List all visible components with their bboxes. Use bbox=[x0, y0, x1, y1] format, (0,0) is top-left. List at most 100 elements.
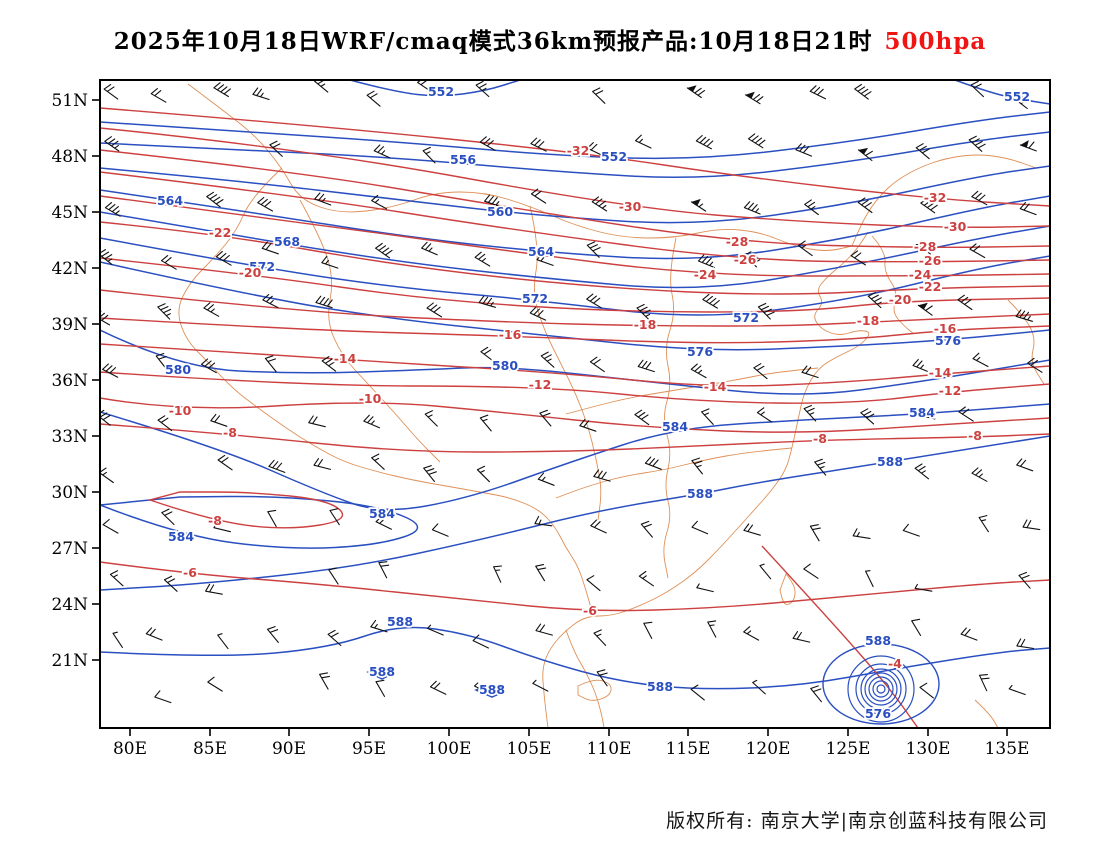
barb-staff bbox=[596, 669, 608, 687]
wind-barb bbox=[155, 352, 168, 370]
wind-barb bbox=[695, 134, 714, 150]
height-contour-label: 552 bbox=[428, 84, 454, 99]
wind-barb bbox=[421, 241, 438, 256]
wind-barb bbox=[206, 191, 224, 208]
wind-barb bbox=[371, 453, 385, 470]
barb-staff bbox=[697, 254, 715, 268]
wind-barb bbox=[371, 194, 388, 210]
height-contour-label: 588 bbox=[687, 486, 713, 501]
barb-staff bbox=[970, 80, 985, 98]
typhoon-symbol bbox=[822, 643, 940, 725]
temp-contour-label: -12 bbox=[939, 383, 962, 398]
barb-staff bbox=[702, 293, 720, 309]
wind-barb bbox=[100, 467, 114, 484]
barb-staff bbox=[163, 575, 178, 592]
temp-contour-label: -8 bbox=[223, 425, 237, 440]
outline-province-5 bbox=[565, 367, 819, 415]
barb-staff bbox=[540, 351, 555, 368]
wind-barb bbox=[479, 136, 496, 151]
wind-barb bbox=[217, 454, 233, 471]
barb-staff bbox=[591, 196, 608, 212]
temp-contour--14 bbox=[100, 343, 1050, 387]
wind-barb bbox=[968, 135, 986, 152]
wind-barb bbox=[1018, 571, 1031, 589]
outline-province-4 bbox=[555, 447, 793, 499]
wind-barb bbox=[203, 302, 220, 317]
wind-barb bbox=[852, 528, 871, 539]
wind-barb bbox=[697, 254, 715, 268]
wind-barb bbox=[797, 240, 813, 257]
wind-barb bbox=[915, 143, 930, 160]
wind-barb bbox=[917, 407, 936, 420]
wind-barb bbox=[157, 303, 172, 320]
barb-staff bbox=[104, 202, 121, 217]
wind-barb bbox=[103, 84, 119, 100]
wind-barb bbox=[696, 583, 714, 593]
lat-label: 27N bbox=[51, 539, 88, 559]
wind-barb bbox=[314, 192, 332, 206]
height-contour-588 bbox=[366, 666, 394, 680]
barb-staff bbox=[635, 134, 652, 149]
wind-barb bbox=[215, 251, 232, 266]
wind-barb bbox=[537, 472, 555, 486]
temp-contour-label: -6 bbox=[183, 565, 197, 580]
barb-staff bbox=[1013, 97, 1028, 110]
height-contour-label: 580 bbox=[492, 358, 518, 373]
barb-staff bbox=[426, 624, 444, 636]
temp-contour-label: -32 bbox=[924, 190, 947, 205]
barb-staff bbox=[852, 528, 871, 539]
wind-barb bbox=[160, 255, 177, 270]
wind-barb bbox=[867, 291, 882, 309]
barb-staff bbox=[535, 564, 547, 582]
barb-staff bbox=[902, 523, 920, 537]
wind-barb bbox=[865, 570, 874, 588]
wind-barb bbox=[109, 570, 124, 587]
barb-staff bbox=[958, 406, 974, 422]
wind-barb bbox=[472, 634, 489, 649]
outline-province-2 bbox=[529, 205, 602, 521]
barb-staff bbox=[593, 629, 607, 646]
barb-staff bbox=[915, 143, 930, 160]
height-contour-label: 580 bbox=[165, 362, 191, 377]
wind-barb bbox=[701, 408, 714, 425]
barb-staff bbox=[530, 137, 547, 152]
wind-barb bbox=[205, 583, 223, 595]
wind-barb bbox=[1016, 458, 1034, 472]
barb-staff bbox=[373, 144, 391, 159]
barb-staff bbox=[753, 363, 768, 380]
barb-staff bbox=[814, 458, 827, 476]
wind-barb bbox=[480, 346, 495, 363]
temp-contour--32 bbox=[100, 107, 1050, 207]
barb-staff bbox=[328, 567, 339, 585]
barb-staff bbox=[321, 255, 339, 269]
wind-barb bbox=[423, 465, 437, 482]
wind-barb bbox=[426, 624, 444, 636]
barb-staff bbox=[795, 143, 813, 157]
wind-barb bbox=[532, 679, 549, 692]
barb-staff bbox=[1027, 357, 1043, 373]
wind-barb bbox=[958, 406, 974, 422]
wind-barb bbox=[593, 629, 607, 646]
wind-barb bbox=[313, 458, 332, 470]
wind-barb bbox=[586, 142, 604, 157]
wind-barb bbox=[590, 519, 607, 534]
barb-staff bbox=[314, 192, 332, 206]
barb-staff bbox=[475, 80, 490, 98]
barb-staff bbox=[104, 136, 120, 152]
barb-staff bbox=[329, 508, 340, 526]
barb-staff bbox=[426, 302, 443, 318]
lat-label: 51N bbox=[51, 91, 88, 111]
barb-staff bbox=[589, 356, 605, 373]
barb-staff bbox=[257, 196, 274, 212]
wind-barb bbox=[809, 524, 821, 542]
wind-barb bbox=[596, 669, 608, 687]
barb-staff bbox=[969, 243, 986, 259]
lon-label: 120E bbox=[746, 739, 791, 759]
wind-barb bbox=[529, 306, 547, 321]
height-contour-label: 568 bbox=[274, 234, 300, 249]
outline-province-3 bbox=[663, 237, 677, 579]
height-contour-label: 572 bbox=[249, 259, 275, 274]
wind-barb bbox=[690, 363, 707, 379]
temp-contour-label: -24 bbox=[909, 267, 932, 282]
wind-barb bbox=[792, 631, 811, 643]
